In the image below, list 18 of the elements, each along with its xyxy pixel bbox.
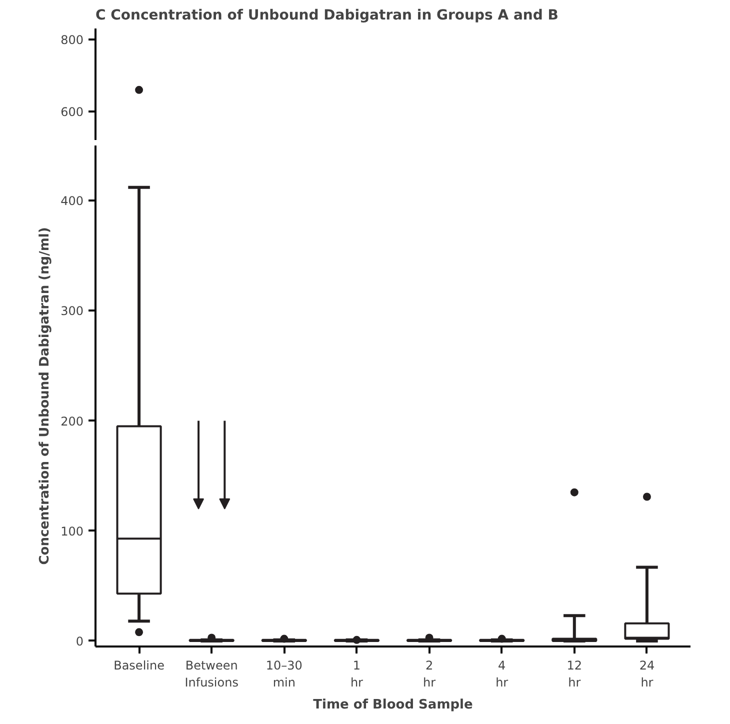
x-tick-label: 10–30 min [266, 658, 302, 690]
y-tick-label: 300 [60, 304, 84, 318]
x-axis-title: Time of Blood Sample [313, 697, 474, 712]
y-tick-label: 400 [60, 194, 84, 208]
x-tick-label: Between Infusions [184, 658, 238, 690]
text: C Concentration of Unbound Dabigatran in Groups A and B [96, 8, 558, 24]
x-tick-label: 1 hr [350, 658, 364, 690]
y-tick-label: 100 [60, 524, 84, 538]
x-tick-label: 4 hr [496, 658, 508, 690]
y-tick-label: 200 [60, 414, 84, 428]
y-tick-label: 800 [60, 32, 84, 47]
y-tick-label: 600 [60, 105, 84, 120]
x-tick-label: Baseline [114, 658, 164, 672]
x-tick-label: 12 hr [566, 658, 582, 690]
x-tick-label: 24 hr [639, 658, 655, 690]
y-axis-title: Concentration of Unbound Dabigatran (ng/ml) [38, 227, 53, 565]
y-tick-label: 0 [76, 634, 84, 648]
x-tick-label: 2 hr [423, 658, 436, 690]
